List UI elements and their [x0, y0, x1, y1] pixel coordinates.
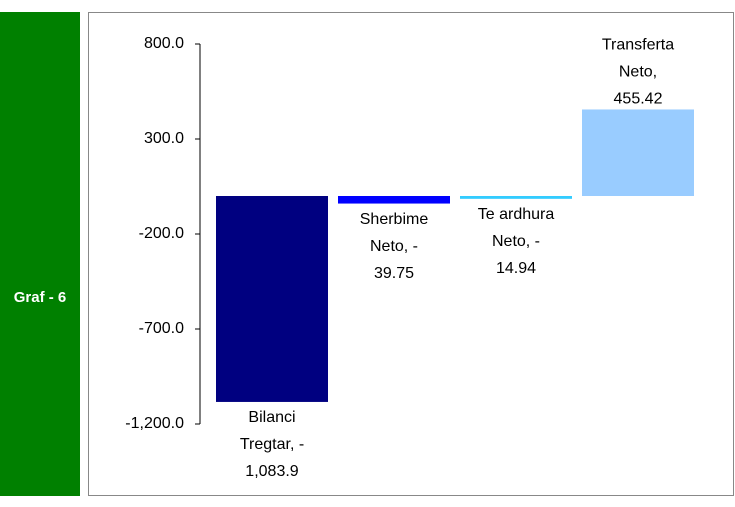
data-label: 39.75: [374, 265, 414, 282]
bar: [216, 196, 328, 402]
y-tick-label: -700.0: [139, 320, 184, 337]
plot-frame: [88, 12, 734, 496]
bar: [338, 196, 450, 204]
data-label: Bilanci: [248, 409, 295, 426]
bar: [460, 196, 572, 199]
data-label: 455.42: [614, 91, 663, 108]
data-label: Sherbime: [360, 211, 429, 228]
bar: [582, 109, 694, 196]
data-label: 14.94: [496, 260, 536, 277]
side-label: Graf - 6: [14, 289, 67, 306]
data-label: Te ardhura: [478, 206, 555, 223]
y-tick-label: 300.0: [144, 130, 184, 147]
data-label: Transferta: [602, 37, 674, 54]
y-tick-label: -1,200.0: [125, 415, 184, 432]
data-label: Neto, -: [370, 238, 418, 255]
side-band: [0, 12, 80, 496]
data-label: Neto,: [619, 64, 657, 81]
data-label: Neto, -: [492, 233, 540, 250]
data-label: 1,083.9: [245, 463, 298, 480]
y-tick-label: -200.0: [139, 225, 184, 242]
data-label: Tregtar, -: [240, 436, 304, 453]
y-tick-label: 800.0: [144, 35, 184, 52]
